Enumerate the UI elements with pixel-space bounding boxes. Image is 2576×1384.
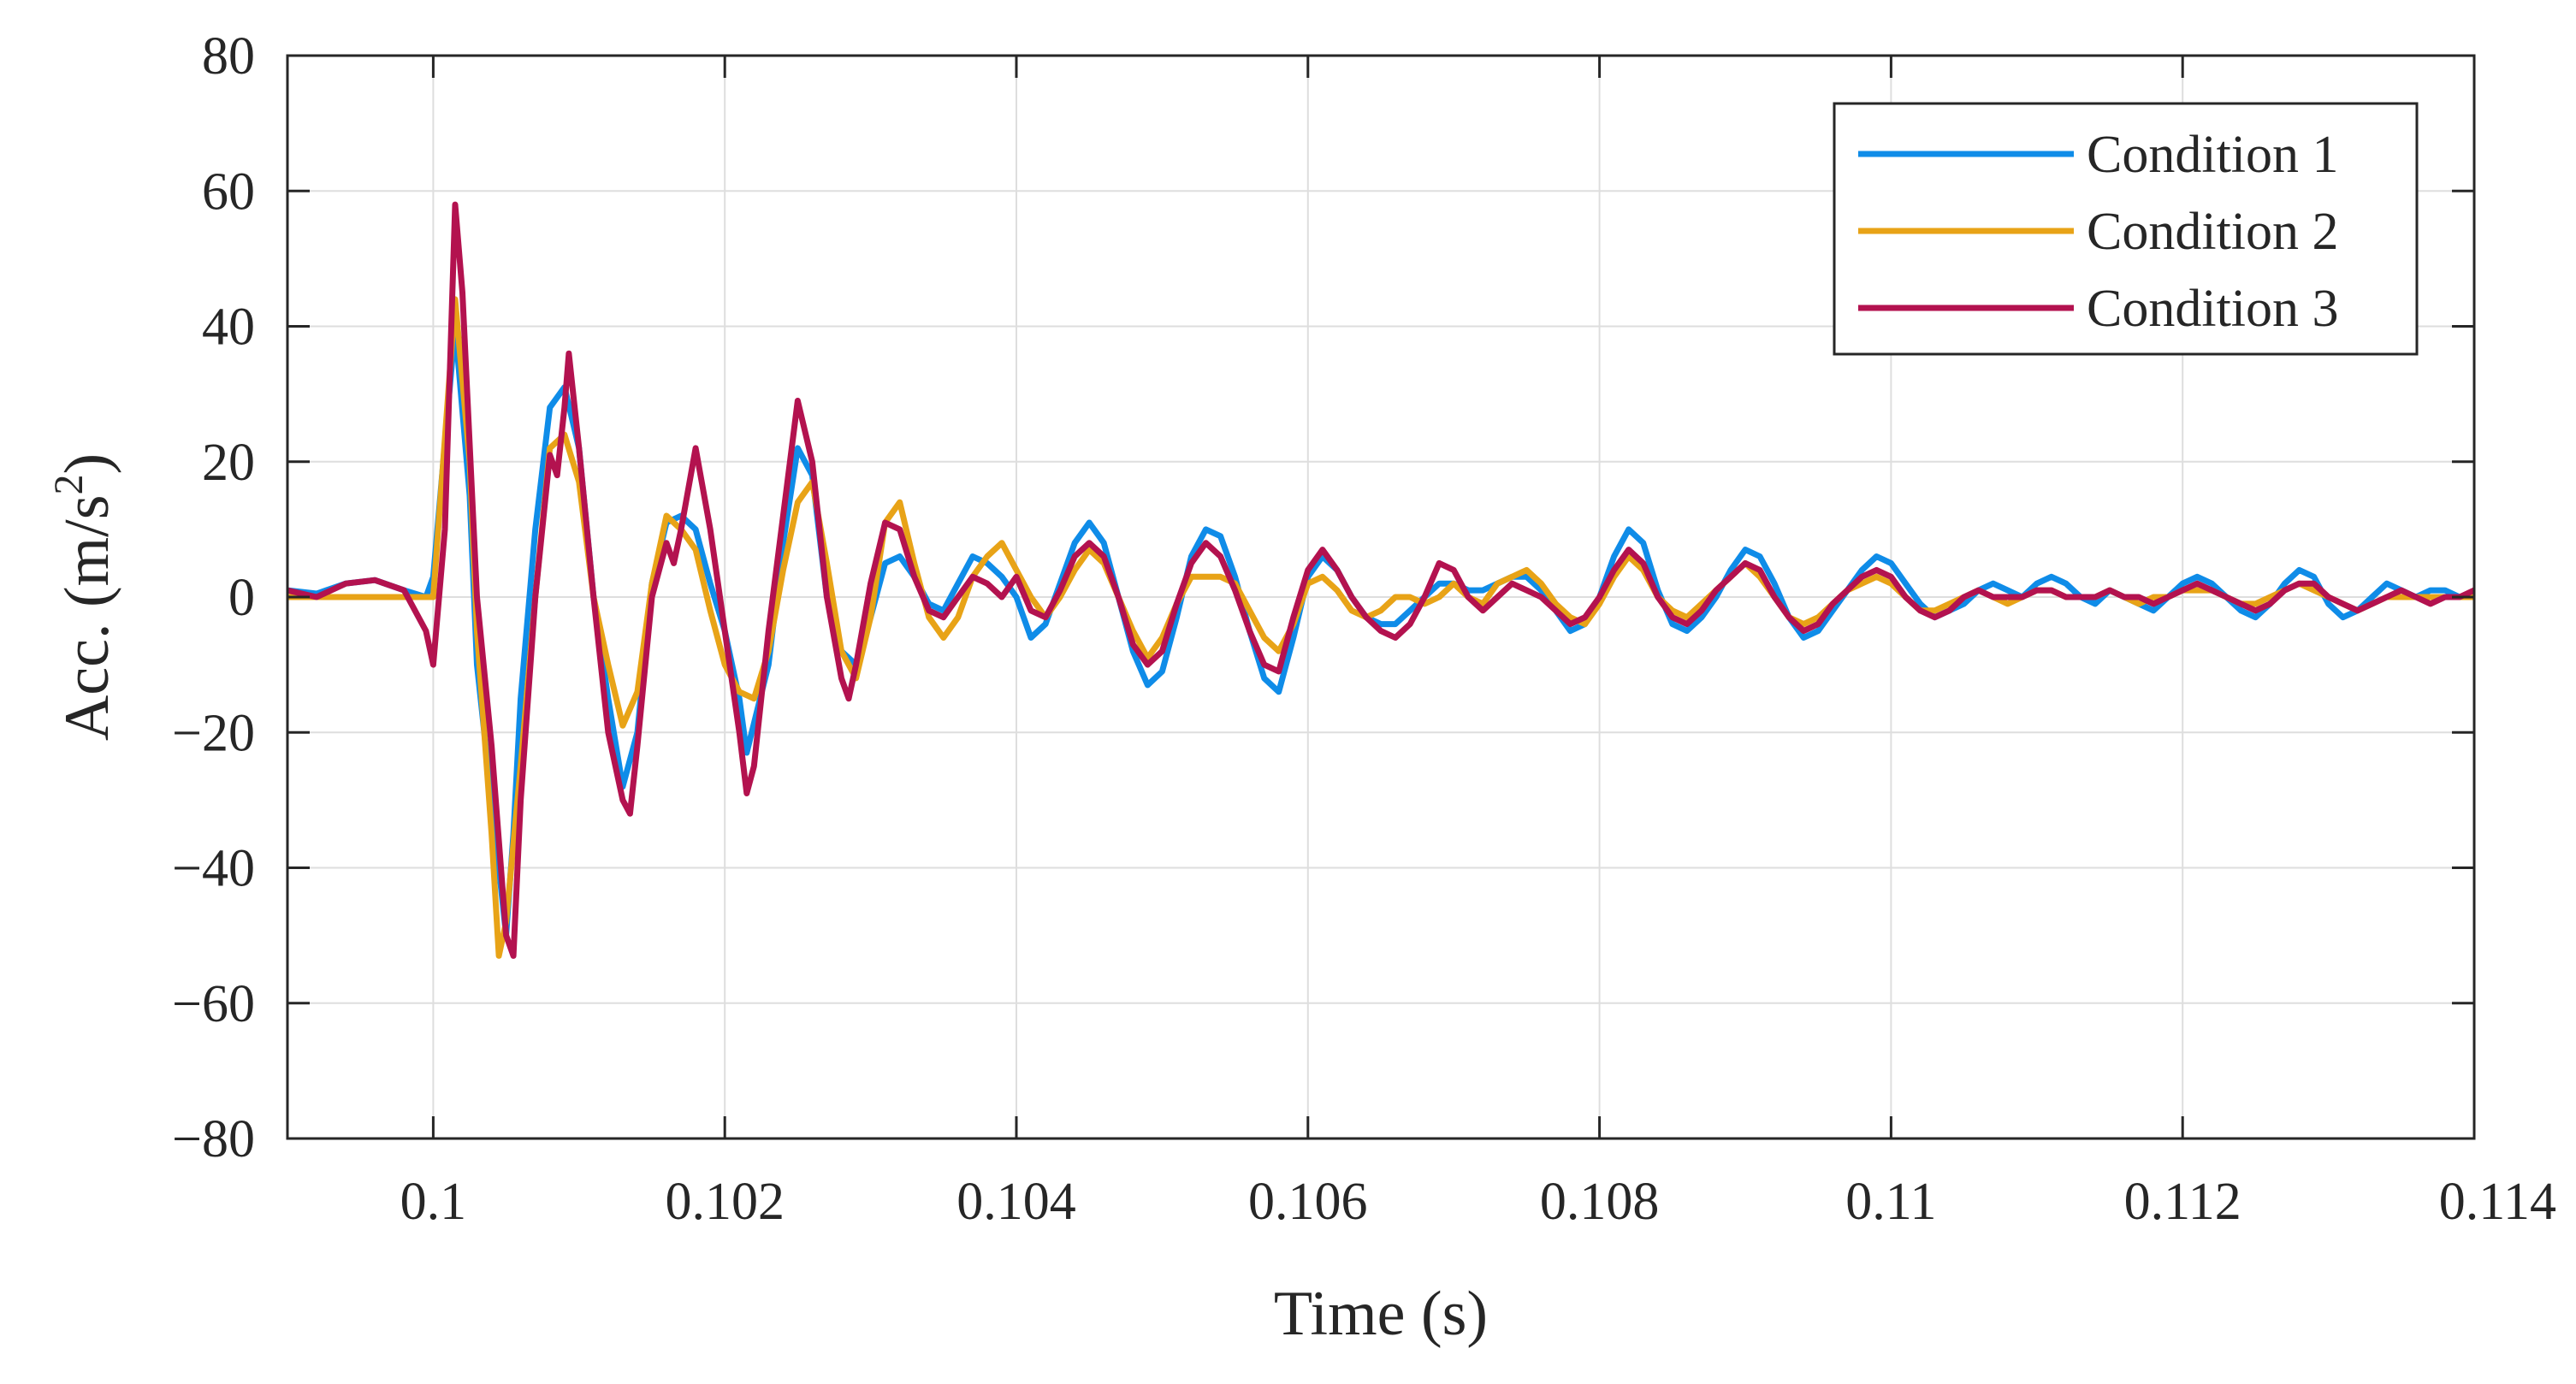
- y-tick-label: 80: [202, 27, 255, 86]
- y-axis-label-close: ): [52, 453, 122, 475]
- x-tick-label: 0.112: [2124, 1173, 2241, 1231]
- y-tick-labels: −80 −60 −40 −20 0 20 40 60 80: [172, 27, 255, 1168]
- x-tick-label: 0.114: [2439, 1173, 2556, 1231]
- x-tick-label: 0.108: [1540, 1173, 1660, 1231]
- y-axis-label-sup: 2: [46, 474, 92, 494]
- legend-label-condition-1: Condition 1: [2087, 126, 2339, 184]
- x-tick-label: 0.1: [400, 1173, 467, 1231]
- y-tick-label: −20: [172, 704, 255, 762]
- legend: Condition 1 Condition 2 Condition 3: [1833, 102, 2419, 356]
- y-tick-label: −40: [172, 840, 255, 898]
- y-tick-label: 60: [202, 163, 255, 221]
- legend-label-condition-2: Condition 2: [2087, 203, 2339, 261]
- x-tick-label: 0.106: [1248, 1173, 1368, 1231]
- x-tick-label: 0.104: [956, 1173, 1076, 1231]
- y-tick-label: −60: [172, 975, 255, 1033]
- series-line-condition-3: [287, 201, 2474, 959]
- y-tick-label: 20: [202, 434, 255, 492]
- y-tick-label: −80: [172, 1110, 255, 1168]
- x-axis-label: Time (s): [1274, 1279, 1488, 1349]
- series-layer: [287, 201, 2474, 959]
- plot-frame: [286, 54, 2476, 1140]
- svg-text:Acc. (m/s2): Acc. (m/s2): [46, 453, 122, 741]
- y-tick-label: 0: [228, 569, 255, 627]
- y-axis-label: Acc. (m/s2): [46, 453, 122, 741]
- x-tick-label: 0.11: [1845, 1173, 1936, 1231]
- y-axis-label-main: Acc. (m/s: [52, 494, 122, 741]
- y-tick-label: 40: [202, 299, 255, 357]
- x-tick-labels: 0.1 0.102 0.104 0.106 0.108 0.11 0.112 0.114: [400, 1173, 2556, 1231]
- x-tick-label: 0.102: [665, 1173, 785, 1231]
- legend-label-condition-3: Condition 3: [2087, 280, 2339, 338]
